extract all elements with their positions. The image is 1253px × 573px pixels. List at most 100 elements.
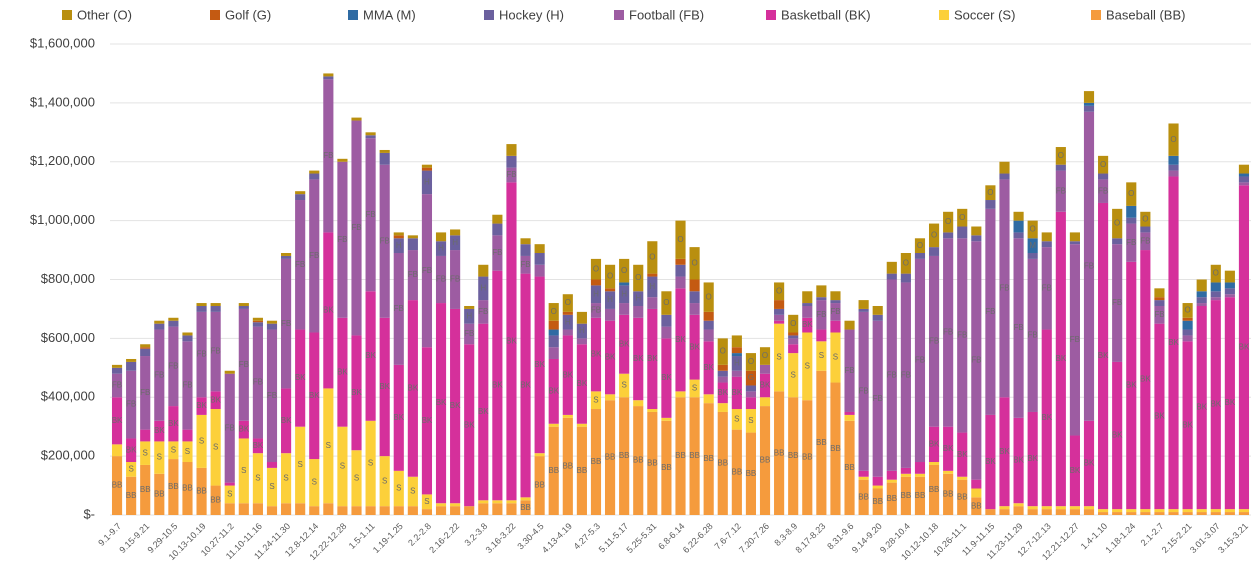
segment-label: BK: [126, 445, 137, 454]
x-tick-group: 2.16-2.22: [427, 521, 461, 555]
bar-segment: [858, 479, 869, 515]
segment-label: O: [607, 272, 613, 281]
bar-segment: [858, 476, 869, 480]
segment-label: FB: [985, 307, 995, 316]
bar-segment: [1168, 512, 1179, 515]
bar-segment: [590, 303, 602, 318]
segment-label: S: [157, 453, 162, 462]
bar-segment: [337, 506, 348, 515]
bar-segment: [534, 264, 545, 277]
bar-segment: [435, 255, 447, 304]
bar-segment: [604, 394, 616, 401]
segment-label: BB: [760, 456, 771, 465]
bar-segment: [1224, 297, 1235, 510]
bar-segment: [647, 276, 658, 298]
bar-segment: [816, 370, 827, 515]
segment-label: BB: [577, 466, 588, 475]
bar-segment: [421, 509, 433, 515]
bar-segment: [745, 353, 757, 371]
segment-label: FB: [1126, 238, 1136, 247]
segment-label: FB: [126, 400, 136, 409]
bar-segment: [562, 414, 573, 418]
bar-segment: [1041, 506, 1052, 510]
bar-segment: [450, 308, 461, 504]
bar-segment: [647, 308, 658, 410]
bar-segment: [830, 291, 841, 301]
segment-label: FB: [1112, 298, 1122, 307]
bar-segment: [1182, 512, 1193, 515]
bar-segment: [745, 385, 757, 392]
segment-label: BK: [295, 373, 306, 382]
segment-label: BB: [901, 491, 912, 500]
bar-segment: [802, 332, 813, 401]
x-tick-group: 8.3-8.9: [772, 521, 799, 548]
segment-label: H: [607, 295, 613, 304]
x-tick-group: 5.25-5.31: [624, 521, 658, 555]
bar-segment: [1041, 509, 1052, 515]
bar-segment: [1140, 509, 1151, 513]
bar-segment: [900, 467, 911, 474]
segment-label: BB: [929, 485, 940, 494]
legend-swatch: [614, 10, 624, 20]
bar-segment: [1224, 288, 1235, 295]
legend-swatch: [939, 10, 949, 20]
bar-segment: [731, 356, 742, 371]
bar-segment: [534, 456, 545, 515]
segment-label: FB: [1028, 331, 1038, 340]
segment-label: FB: [182, 381, 192, 390]
legend-swatch: [766, 10, 776, 20]
bar-segment: [1013, 232, 1024, 239]
segment-label: FB: [281, 319, 291, 328]
x-tick-group: 2.2-2.8: [406, 521, 433, 548]
segment-label: BK: [196, 401, 207, 410]
bar-segment: [562, 294, 573, 312]
bar-segment: [1112, 244, 1123, 362]
y-tick-label: $1,600,000: [30, 35, 95, 50]
bar-segment: [168, 320, 179, 327]
segment-label: FB: [591, 306, 601, 315]
bar-segment: [1083, 111, 1095, 421]
segment-label: BK: [999, 447, 1010, 456]
bar-segment: [900, 273, 911, 283]
segment-label: H: [452, 238, 458, 247]
bar-segment: [604, 400, 616, 515]
bar-segment: [126, 358, 137, 362]
bar-segment: [379, 149, 390, 153]
segment-label: BK: [422, 416, 433, 425]
segment-label: O: [931, 230, 937, 239]
segment-label: BB: [633, 456, 644, 465]
bar-segment: [1013, 238, 1024, 418]
bar-segment: [1041, 241, 1052, 248]
bar-segment: [957, 226, 968, 239]
bar-segment: [196, 303, 207, 306]
bar-segment: [999, 179, 1010, 398]
bar-segment: [844, 320, 855, 330]
bar-segment: [1083, 91, 1095, 103]
bar-segment: [1083, 506, 1095, 510]
bar-segment: [435, 241, 447, 256]
bar-segment: [774, 323, 785, 392]
bar-segment: [548, 303, 559, 321]
segment-label: FB: [112, 381, 122, 390]
bar-segment: [464, 308, 475, 324]
bar-segment: [435, 503, 447, 507]
segment-label: BB: [548, 466, 559, 475]
segment-label: BB: [112, 481, 123, 490]
segment-label: BB: [971, 501, 982, 510]
x-tick-label: 4.13-4.19: [540, 521, 574, 555]
x-tick-group: 1.19-1.25: [371, 521, 405, 555]
segment-label: BK: [379, 382, 390, 391]
bar-segment: [1112, 238, 1123, 245]
segment-label: FB: [492, 248, 502, 257]
x-tick-label: 3.15-3.21: [1216, 521, 1250, 555]
segment-label: S: [297, 460, 302, 469]
bar-segment: [252, 326, 263, 439]
bar-segment: [802, 305, 813, 318]
segment-label: S: [255, 473, 260, 482]
segment-label: FB: [168, 361, 178, 370]
segment-label: BB: [802, 453, 813, 462]
bar-segment: [126, 476, 137, 515]
bar-segment: [450, 506, 461, 515]
bar-segment: [1126, 261, 1137, 510]
bar-segment: [633, 406, 644, 515]
